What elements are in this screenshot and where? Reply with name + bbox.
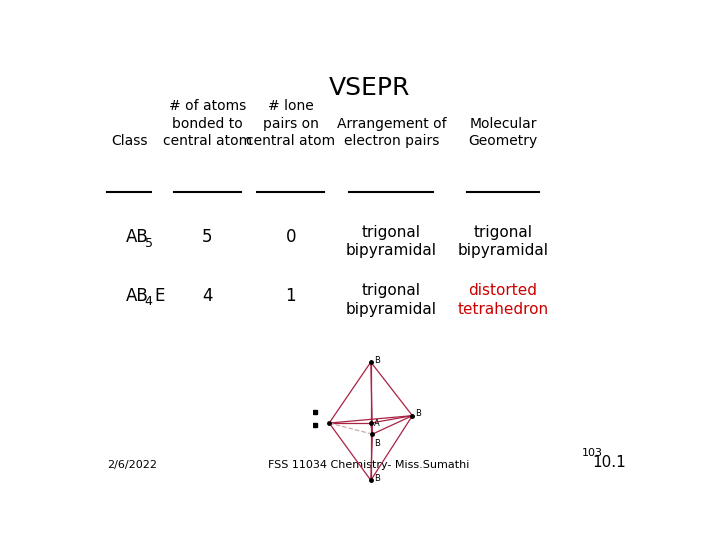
Text: VSEPR: VSEPR: [328, 76, 410, 100]
Text: 2/6/2022: 2/6/2022: [107, 460, 157, 470]
Text: 4: 4: [145, 295, 153, 308]
Text: # lone
pairs on
central atom: # lone pairs on central atom: [246, 99, 336, 148]
Text: A: A: [374, 418, 379, 428]
Text: B: B: [374, 474, 380, 483]
Text: 10.1: 10.1: [592, 455, 626, 470]
Text: # of atoms
bonded to
central atom: # of atoms bonded to central atom: [163, 99, 252, 148]
Text: 5: 5: [145, 237, 153, 250]
Text: trigonal
bipyramidal: trigonal bipyramidal: [346, 283, 437, 316]
Text: 5: 5: [202, 228, 212, 246]
Text: Molecular
Geometry: Molecular Geometry: [468, 117, 538, 148]
Text: B: B: [374, 356, 380, 364]
Text: distorted
tetrahedron: distorted tetrahedron: [457, 283, 549, 316]
Text: B: B: [374, 439, 380, 448]
Text: E: E: [155, 287, 165, 305]
Text: 0: 0: [286, 228, 296, 246]
Text: trigonal
bipyramidal: trigonal bipyramidal: [346, 225, 437, 258]
Text: Class: Class: [111, 134, 148, 148]
Text: 1: 1: [286, 287, 296, 305]
Text: AB: AB: [126, 228, 149, 246]
Text: trigonal
bipyramidal: trigonal bipyramidal: [457, 225, 549, 258]
Text: 4: 4: [202, 287, 212, 305]
Text: AB: AB: [126, 287, 149, 305]
Text: 103: 103: [582, 448, 603, 458]
Text: B: B: [415, 409, 421, 418]
Text: Arrangement of
electron pairs: Arrangement of electron pairs: [336, 117, 446, 148]
Text: FSS 11034 Chemistry- Miss.Sumathi: FSS 11034 Chemistry- Miss.Sumathi: [269, 460, 469, 470]
